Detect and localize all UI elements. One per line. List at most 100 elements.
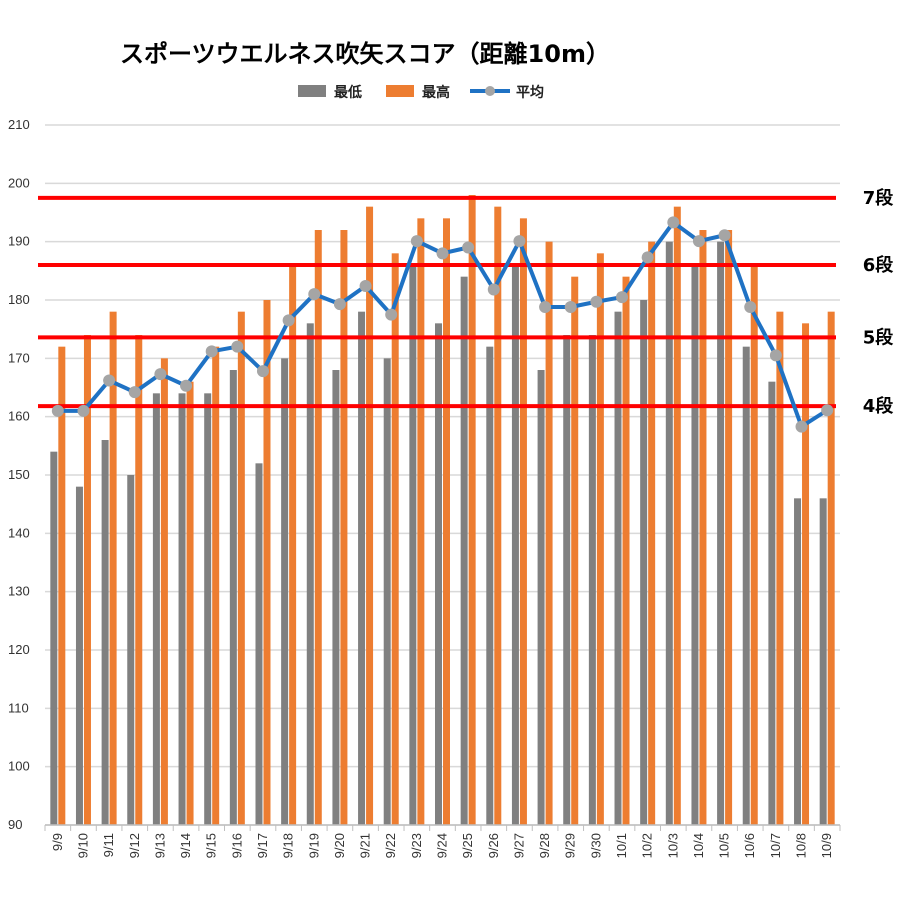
bar-min bbox=[640, 300, 648, 825]
bar-max bbox=[289, 265, 297, 825]
average-point bbox=[564, 301, 577, 313]
rank-label: 6段 bbox=[863, 254, 895, 276]
average-point bbox=[77, 404, 90, 417]
x-tick-label: 9/27 bbox=[511, 833, 526, 858]
x-tick-label: 9/10 bbox=[75, 833, 90, 858]
average-point bbox=[539, 301, 552, 313]
x-tick-label: 10/4 bbox=[691, 833, 706, 858]
bar-max bbox=[83, 335, 91, 825]
x-tick-label: 9/26 bbox=[486, 833, 501, 858]
average-point bbox=[180, 379, 193, 392]
chart-title: スポーツウエルネス吹矢スコア（距離10m） bbox=[120, 40, 610, 68]
bar-max bbox=[725, 230, 733, 825]
bar-max bbox=[571, 276, 579, 826]
bar-min bbox=[281, 358, 289, 825]
bar-max bbox=[596, 253, 604, 826]
legend: 最低 最高 平均 bbox=[298, 84, 544, 101]
legend-swatch-avg-marker bbox=[485, 86, 495, 96]
y-tick-label: 200 bbox=[8, 175, 30, 190]
bar-min bbox=[178, 393, 186, 825]
average-point bbox=[616, 291, 629, 304]
average-point bbox=[308, 288, 321, 301]
average-point bbox=[462, 241, 475, 254]
y-tick-label: 150 bbox=[8, 467, 30, 482]
bar-min bbox=[794, 498, 802, 825]
bar-min bbox=[127, 475, 135, 825]
average-point bbox=[436, 247, 449, 260]
bar-max bbox=[622, 276, 630, 826]
bar-max bbox=[699, 230, 707, 825]
x-tick-label: 10/5 bbox=[717, 833, 732, 858]
bar-max bbox=[212, 346, 220, 825]
average-point bbox=[385, 308, 398, 321]
bar-min bbox=[460, 276, 468, 826]
x-tick-label: 10/6 bbox=[742, 833, 757, 858]
average-point bbox=[718, 229, 731, 242]
average-point bbox=[282, 314, 295, 327]
bar-max bbox=[160, 358, 168, 825]
y-tick-label: 90 bbox=[8, 817, 22, 832]
x-tick-label: 9/20 bbox=[332, 833, 347, 858]
x-tick-label: 10/8 bbox=[794, 833, 809, 858]
rank-label: 4段 bbox=[863, 395, 895, 417]
x-tick-label: 10/1 bbox=[614, 833, 629, 858]
bar-max bbox=[673, 206, 681, 825]
x-tick-label: 9/9 bbox=[50, 833, 65, 851]
bar-max bbox=[186, 381, 194, 825]
legend-label-avg: 平均 bbox=[516, 84, 544, 101]
legend-swatch-min bbox=[298, 85, 326, 97]
bar-min bbox=[563, 335, 571, 825]
bar-min bbox=[101, 440, 109, 825]
bar-max bbox=[802, 323, 810, 825]
average-point bbox=[795, 420, 808, 433]
y-tick-label: 130 bbox=[8, 584, 30, 599]
x-tick-label: 10/2 bbox=[640, 833, 655, 858]
average-point bbox=[410, 235, 423, 248]
rank-label: 7段 bbox=[863, 187, 895, 209]
bar-min bbox=[768, 381, 776, 825]
bar-max bbox=[750, 265, 758, 825]
average-point bbox=[154, 368, 167, 381]
bar-max bbox=[314, 230, 322, 825]
x-tick-label: 9/30 bbox=[588, 833, 603, 858]
bar-min bbox=[255, 463, 263, 825]
bar-min bbox=[204, 393, 212, 825]
bar-max bbox=[109, 311, 117, 826]
x-tick-label: 9/15 bbox=[204, 833, 219, 858]
bar-min bbox=[717, 241, 725, 825]
legend-label-min: 最低 bbox=[334, 84, 362, 101]
y-tick-label: 170 bbox=[8, 350, 30, 365]
bar-min bbox=[383, 358, 391, 825]
x-tick-label: 9/22 bbox=[383, 833, 398, 858]
average-point bbox=[103, 374, 116, 387]
y-tick-label: 190 bbox=[8, 234, 30, 249]
x-tick-label: 9/24 bbox=[435, 833, 450, 858]
bar-min bbox=[614, 311, 622, 826]
bar-min bbox=[152, 393, 160, 825]
bar-max bbox=[545, 241, 553, 825]
x-tick-label: 10/9 bbox=[819, 833, 834, 858]
x-tick-label: 9/14 bbox=[178, 833, 193, 858]
bar-max bbox=[366, 206, 374, 825]
x-axis: 9/9 9/10 9/11 9/12 9/13 9/14 9/15 9/16 9/17 9/18 9… bbox=[44, 824, 841, 858]
bar-max bbox=[468, 195, 476, 825]
average-point bbox=[590, 295, 603, 308]
bar-max bbox=[494, 206, 502, 825]
rank-label: 5段 bbox=[863, 326, 895, 348]
average-point bbox=[641, 251, 654, 264]
x-tick-label: 10/3 bbox=[665, 833, 680, 858]
y-tick-label: 140 bbox=[8, 525, 30, 540]
x-tick-label: 9/25 bbox=[460, 833, 475, 858]
bar-min bbox=[435, 323, 442, 825]
x-tick-label: 9/18 bbox=[281, 833, 296, 858]
gridlines bbox=[45, 124, 840, 826]
x-tick-label: 9/11 bbox=[101, 833, 116, 857]
bar-min bbox=[306, 323, 314, 825]
x-tick-label: 10/7 bbox=[768, 833, 783, 858]
average-line bbox=[51, 216, 834, 433]
bar-max bbox=[776, 311, 784, 826]
y-tick-label: 180 bbox=[8, 292, 30, 307]
bar-max bbox=[58, 346, 66, 825]
average-point bbox=[513, 235, 526, 248]
bar-max bbox=[443, 218, 450, 826]
